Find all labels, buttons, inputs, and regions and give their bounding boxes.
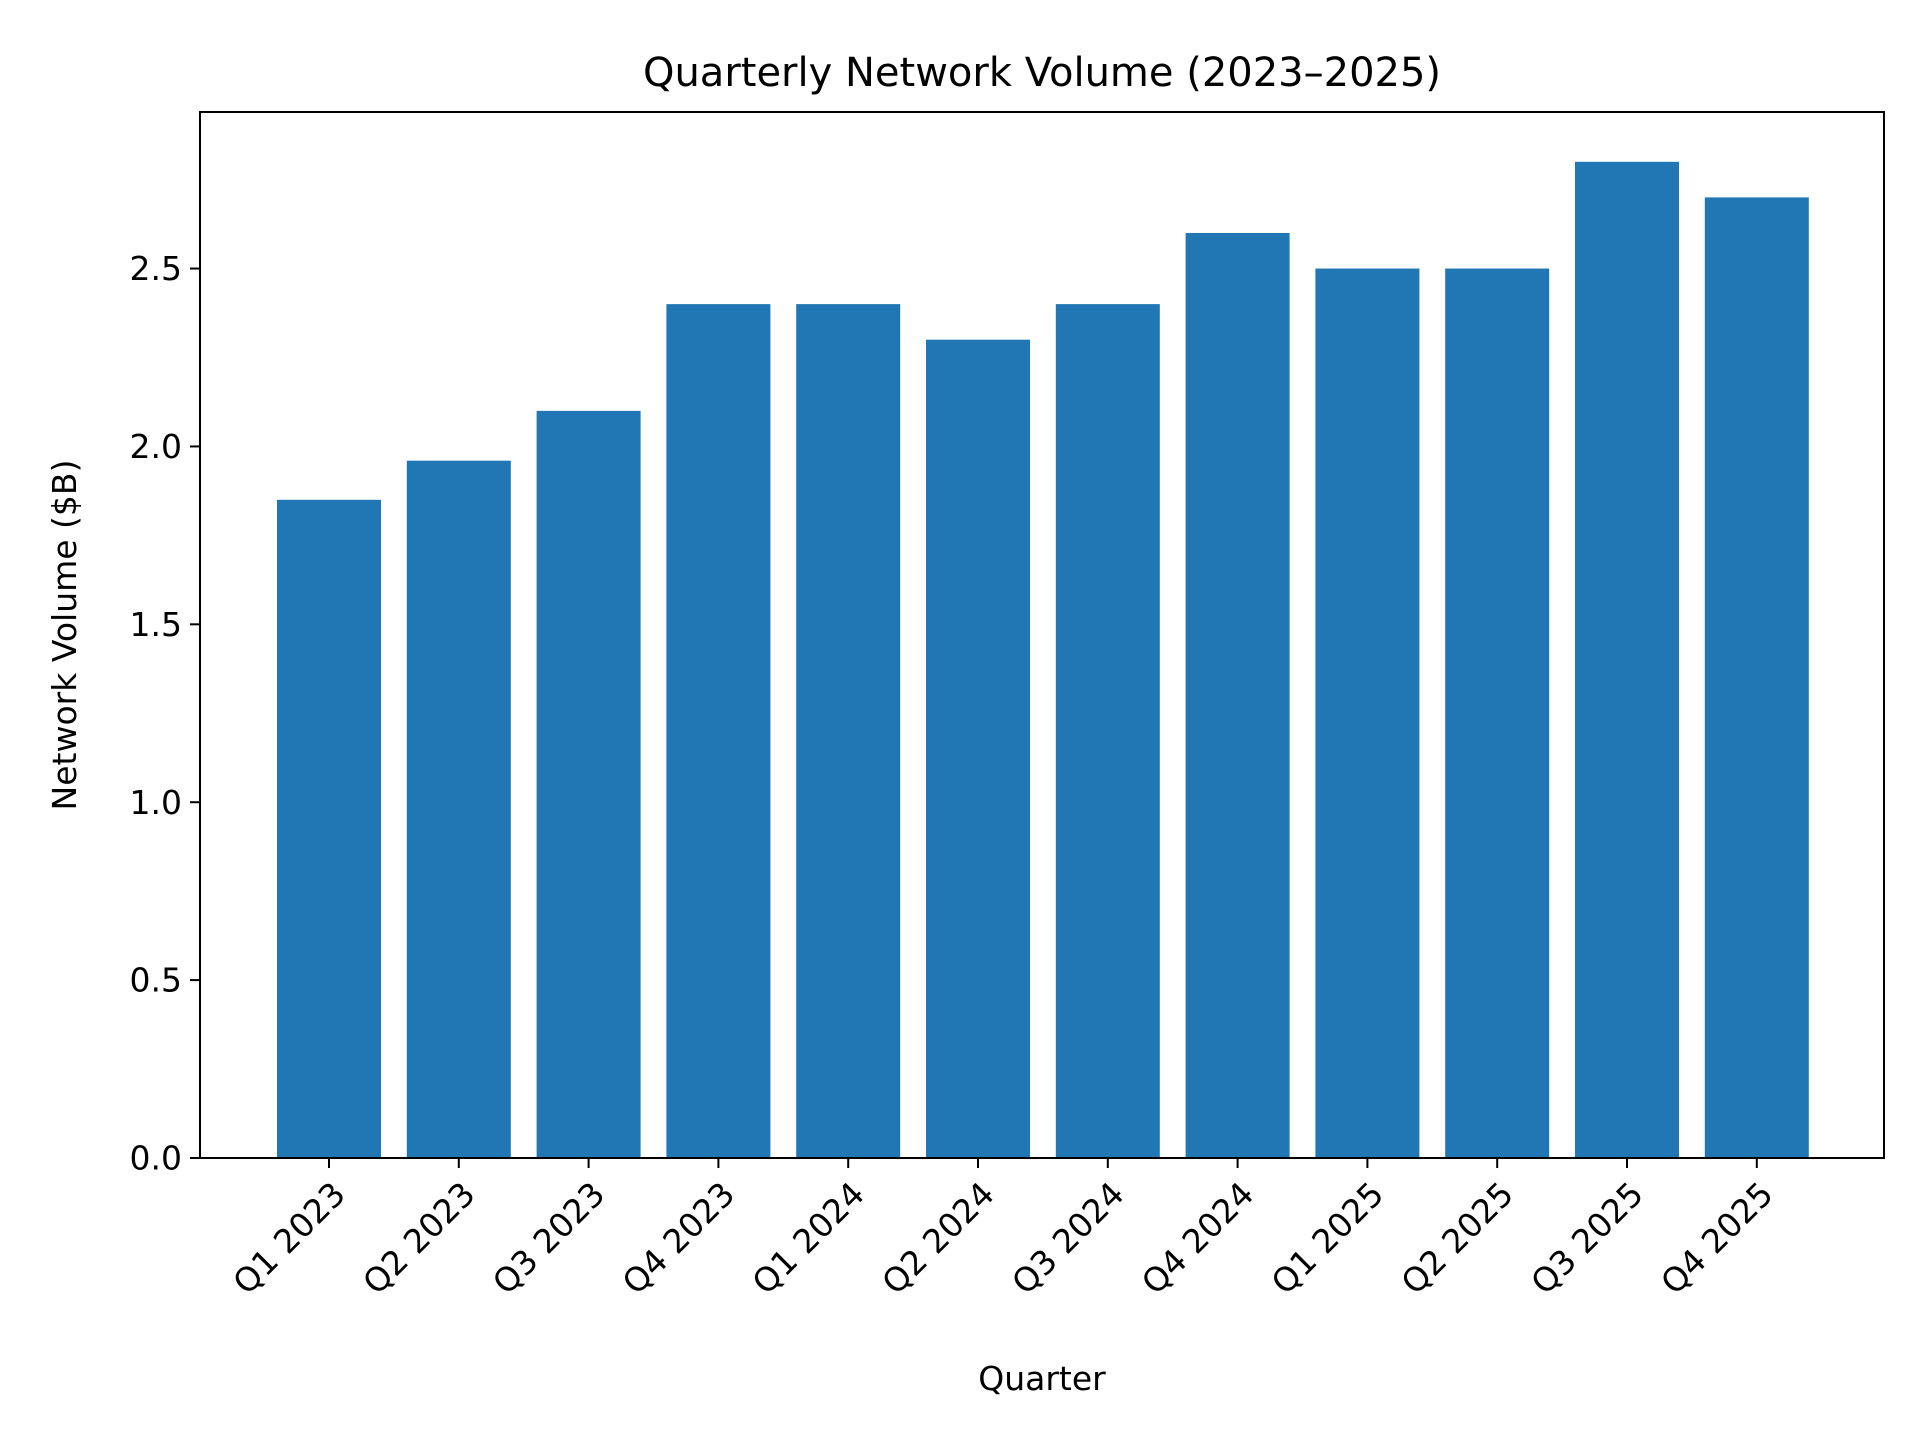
x-tick-label: Q4 2024 [1134, 1174, 1262, 1302]
y-tick-label: 1.0 [130, 783, 182, 822]
bar-q1-2023 [277, 499, 381, 1158]
plot-frame [199, 111, 1885, 1159]
y-tick-label: 2.0 [130, 427, 182, 466]
y-tick-label: 1.5 [130, 605, 182, 644]
bar-q1-2024 [796, 304, 901, 1158]
bar-q3-2025 [1575, 161, 1679, 1158]
bar-q3-2023 [536, 410, 641, 1158]
bar-q4-2024 [1185, 232, 1290, 1159]
y-tick-label: 0.5 [130, 961, 182, 1000]
x-axis: Q1 2023 Q2 2023 Q3 2023 Q4 2023 Q1 2024 Q2 20… [225, 1158, 1781, 1302]
y-tick-label: 0.0 [130, 1139, 182, 1178]
bar-q4-2023 [666, 304, 771, 1158]
x-tick-label: Q3 2025 [1523, 1174, 1651, 1302]
bar-q2-2023 [406, 460, 511, 1158]
bars-group [277, 161, 1809, 1159]
bar-q1-2025 [1315, 268, 1420, 1158]
x-tick-label: Q2 2024 [874, 1174, 1002, 1302]
bar-q3-2024 [1055, 304, 1160, 1158]
x-tick-label: Q3 2024 [1004, 1174, 1132, 1302]
x-axis-label: Quarter [978, 1359, 1106, 1398]
chart-title: Quarterly Network Volume (2023–2025) [643, 50, 1441, 96]
x-tick-label: Q1 2025 [1264, 1174, 1392, 1302]
y-axis-label: Network Volume ($B) [45, 460, 84, 811]
x-tick-label: Q2 2023 [355, 1174, 483, 1302]
bar-q4-2025 [1704, 197, 1809, 1158]
y-tick-label: 2.5 [130, 249, 182, 288]
x-tick-label: Q3 2023 [485, 1174, 613, 1302]
x-tick-label: Q4 2025 [1653, 1174, 1781, 1302]
y-axis: 0.0 0.5 1.0 1.5 2.0 2.5 [130, 249, 200, 1178]
bar-q2-2025 [1445, 268, 1550, 1158]
x-tick-label: Q1 2023 [225, 1174, 353, 1302]
bar-q2-2024 [926, 339, 1030, 1158]
x-tick-label: Q2 2025 [1393, 1174, 1521, 1302]
x-tick-label: Q4 2023 [615, 1174, 743, 1302]
x-tick-label: Q1 2024 [744, 1174, 872, 1302]
